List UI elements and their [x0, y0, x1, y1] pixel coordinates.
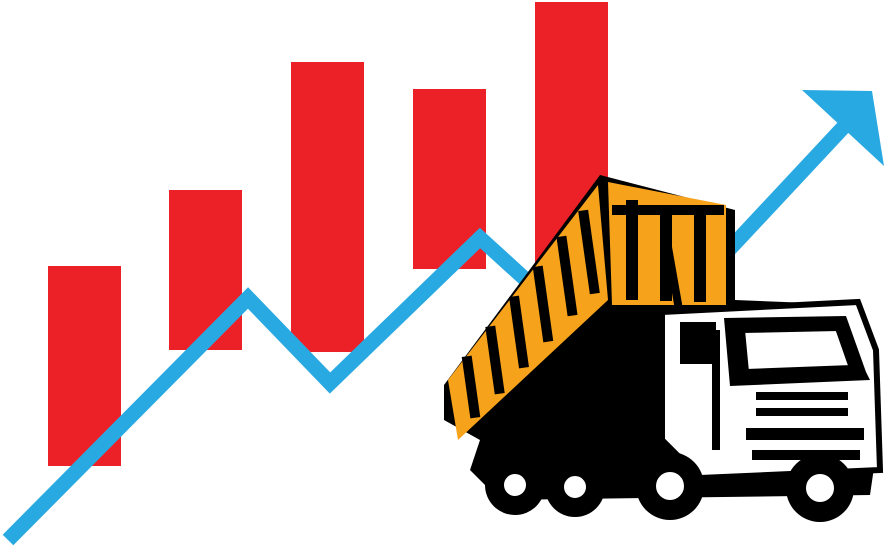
truck-cab: [659, 298, 884, 482]
truck-wheels: [485, 452, 854, 522]
dump-truck-icon: [444, 175, 884, 522]
truck-bed: [448, 182, 726, 440]
trend-arrowhead: [802, 90, 884, 166]
bar-2: [169, 190, 242, 350]
bar-3: [291, 62, 364, 352]
